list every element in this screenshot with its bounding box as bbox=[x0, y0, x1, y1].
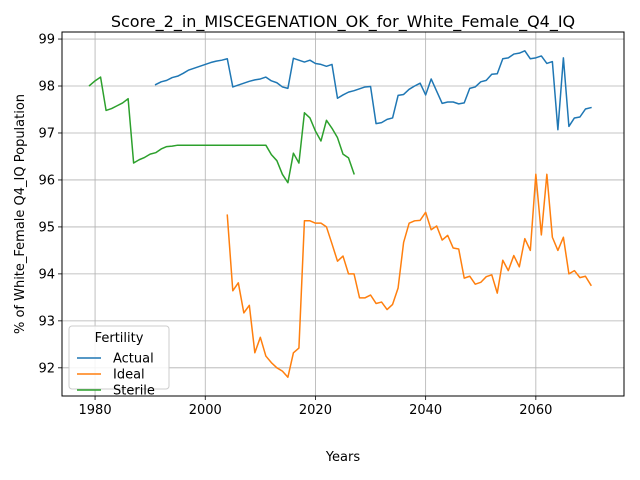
x-tick-label: 2000 bbox=[189, 403, 222, 418]
y-tick-label: 95 bbox=[38, 220, 55, 235]
legend-label-ideal: Ideal bbox=[113, 368, 145, 383]
y-tick-label: 99 bbox=[38, 33, 55, 48]
y-tick-label: 96 bbox=[38, 173, 55, 188]
y-tick-label: 92 bbox=[38, 361, 55, 376]
y-tick-label: 93 bbox=[38, 314, 55, 329]
x-tick-label: 2040 bbox=[409, 403, 442, 418]
x-tick-label: 2020 bbox=[299, 403, 332, 418]
y-tick-label: 94 bbox=[38, 267, 55, 282]
x-axis: 1980 2000 2020 2040 2060 bbox=[79, 396, 552, 418]
plot-frame bbox=[61, 31, 625, 397]
x-axis-label: Years bbox=[325, 450, 361, 465]
series-line-actual bbox=[154, 50, 592, 131]
x-tick-label: 2060 bbox=[519, 403, 552, 418]
y-tick-label: 97 bbox=[38, 126, 55, 141]
y-axis-label: % of White_Female Q4_IQ Population bbox=[13, 94, 28, 334]
y-tick-label: 98 bbox=[38, 80, 55, 95]
grid-lines bbox=[62, 32, 624, 396]
series-group bbox=[88, 50, 592, 378]
chart-title: Score_2_in_MISCEGENATION_OK_for_White_Fe… bbox=[111, 12, 575, 32]
x-tick-label: 1980 bbox=[79, 403, 112, 418]
legend-label-actual: Actual bbox=[113, 352, 154, 367]
legend-label-sterile: Sterile bbox=[113, 384, 155, 399]
legend-title: Fertility bbox=[95, 331, 144, 346]
series-line-ideal bbox=[226, 173, 592, 378]
y-axis: 92 93 94 95 96 97 98 99 bbox=[38, 33, 62, 376]
series-line-sterile bbox=[88, 76, 355, 184]
